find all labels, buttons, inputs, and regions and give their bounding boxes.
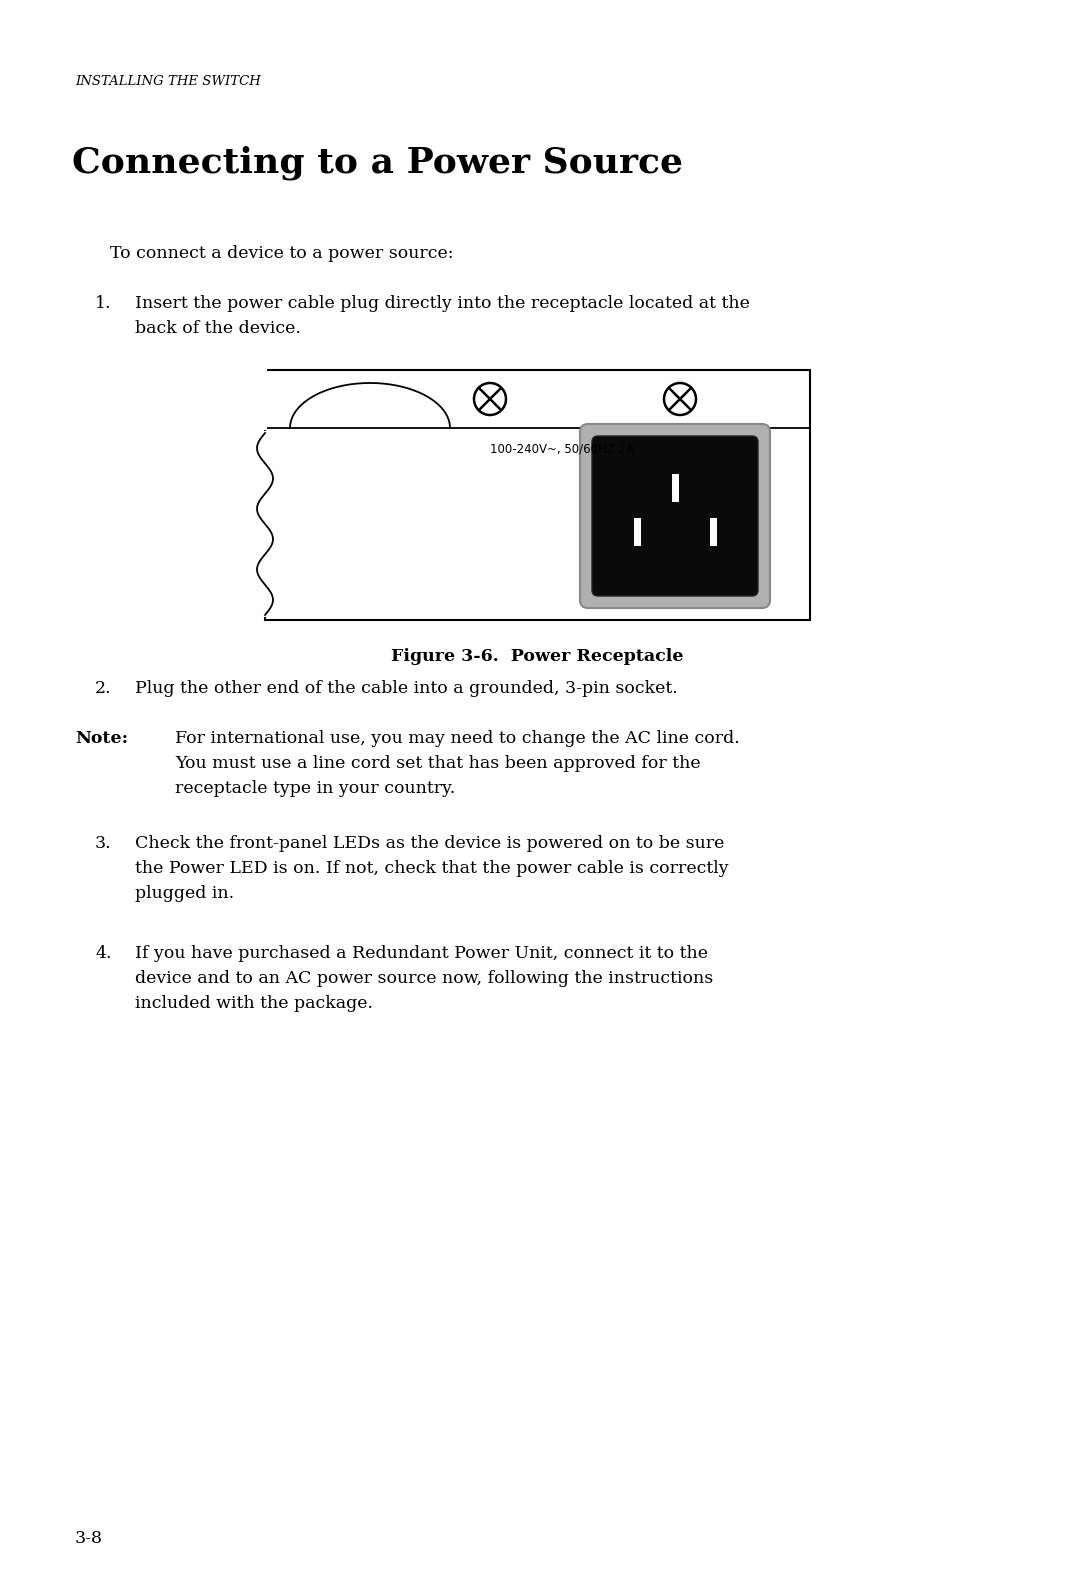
Circle shape (474, 383, 507, 414)
Text: device and to an AC power source now, following the instructions: device and to an AC power source now, fo… (135, 970, 713, 988)
Bar (265, 371, 810, 620)
Text: 3-8: 3-8 (75, 1531, 103, 1546)
Text: 2.: 2. (95, 680, 111, 697)
Text: Plug the other end of the cable into a grounded, 3-pin socket.: Plug the other end of the cable into a g… (135, 680, 678, 697)
Text: Insert the power cable plug directly into the receptacle located at the: Insert the power cable plug directly int… (135, 295, 750, 312)
Bar (672, 474, 679, 502)
Text: If you have purchased a Redundant Power Unit, connect it to the: If you have purchased a Redundant Power … (135, 945, 708, 962)
Text: Note:: Note: (75, 730, 129, 747)
Text: 1.: 1. (95, 295, 111, 312)
Text: To connect a device to a power source:: To connect a device to a power source: (110, 245, 454, 262)
Text: INSTALLING THE SWITCH: INSTALLING THE SWITCH (75, 75, 260, 88)
Text: back of the device.: back of the device. (135, 320, 301, 338)
Text: 100-240V~, 50/60HZ 2A: 100-240V~, 50/60HZ 2A (490, 443, 634, 455)
Text: Figure 3-6.  Power Receptacle: Figure 3-6. Power Receptacle (391, 648, 684, 666)
Text: 3.: 3. (95, 835, 111, 853)
Text: plugged in.: plugged in. (135, 885, 234, 903)
Text: receptacle type in your country.: receptacle type in your country. (175, 780, 456, 798)
Text: For international use, you may need to change the AC line cord.: For international use, you may need to c… (175, 730, 740, 747)
Circle shape (664, 383, 696, 414)
FancyBboxPatch shape (580, 424, 770, 608)
Text: Connecting to a Power Source: Connecting to a Power Source (72, 144, 683, 179)
Text: included with the package.: included with the package. (135, 995, 373, 1013)
Bar (710, 518, 717, 546)
Text: the Power LED is on. If not, check that the power cable is correctly: the Power LED is on. If not, check that … (135, 860, 729, 878)
Bar (634, 518, 642, 546)
FancyBboxPatch shape (592, 436, 758, 597)
Text: 4.: 4. (95, 945, 111, 962)
Text: You must use a line cord set that has been approved for the: You must use a line cord set that has be… (175, 755, 701, 772)
Text: Check the front-panel LEDs as the device is powered on to be sure: Check the front-panel LEDs as the device… (135, 835, 725, 853)
